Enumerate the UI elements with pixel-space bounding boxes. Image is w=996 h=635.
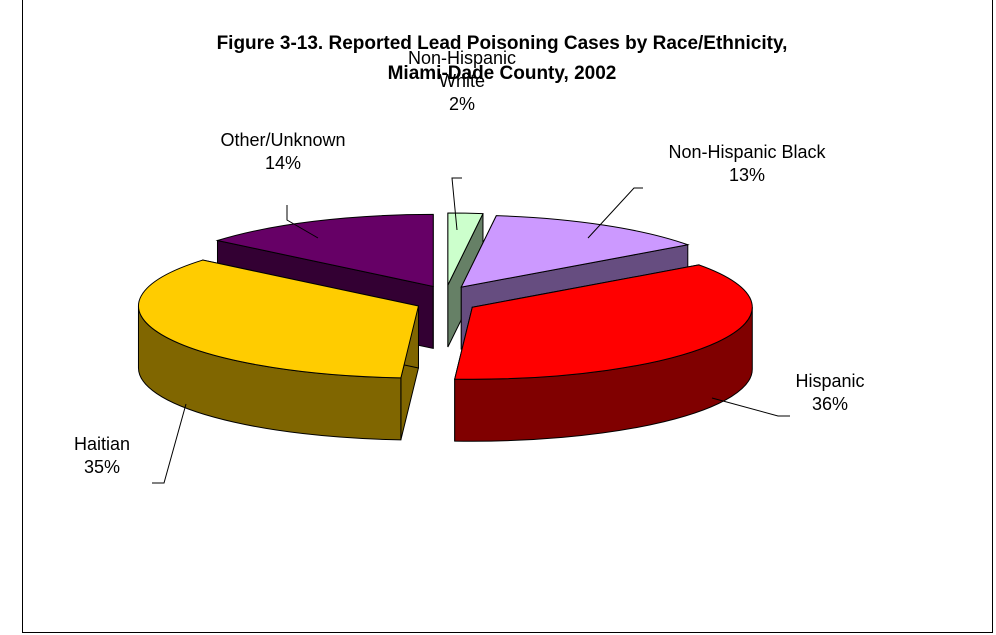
slice-top-face — [460, 215, 690, 288]
leader-line — [152, 403, 187, 484]
slice-label-text: 13% — [729, 165, 765, 185]
chart-title-line-2: Miami-Dade County, 2002 — [388, 63, 617, 84]
slice-label-text: 35% — [84, 457, 120, 477]
leader-line — [587, 187, 643, 239]
leader-lines — [152, 177, 790, 484]
slice-label-text: Non-Hispanic Black — [668, 142, 826, 162]
pie-slice-group — [137, 259, 420, 441]
slice-label-text: White — [439, 71, 485, 91]
slice-label-text: Other/Unknown — [220, 130, 345, 150]
slice-label-text: Non-Hispanic — [408, 48, 516, 68]
pie-slices — [137, 212, 753, 442]
pie-slice-group — [454, 264, 753, 442]
slice-label-text: 2% — [449, 94, 475, 114]
slice-label-text: 14% — [265, 153, 301, 173]
slice-label-text: Hispanic — [795, 371, 864, 391]
slice-label-text: 36% — [812, 394, 848, 414]
chart-title-line-1: Figure 3-13. Reported Lead Poisoning Cas… — [217, 33, 788, 54]
slice-label-text: Haitian — [74, 434, 130, 454]
slice-top-face — [215, 213, 434, 288]
leader-line — [286, 205, 319, 239]
slice-labels: Non-Hispanic White 2% Non-Hispanic Black 13%… — [74, 48, 865, 477]
slice-top-face — [447, 212, 484, 286]
leader-line — [451, 177, 462, 231]
slice-top-face — [454, 264, 753, 380]
slice-top-face — [137, 259, 420, 379]
leader-line — [711, 397, 790, 417]
